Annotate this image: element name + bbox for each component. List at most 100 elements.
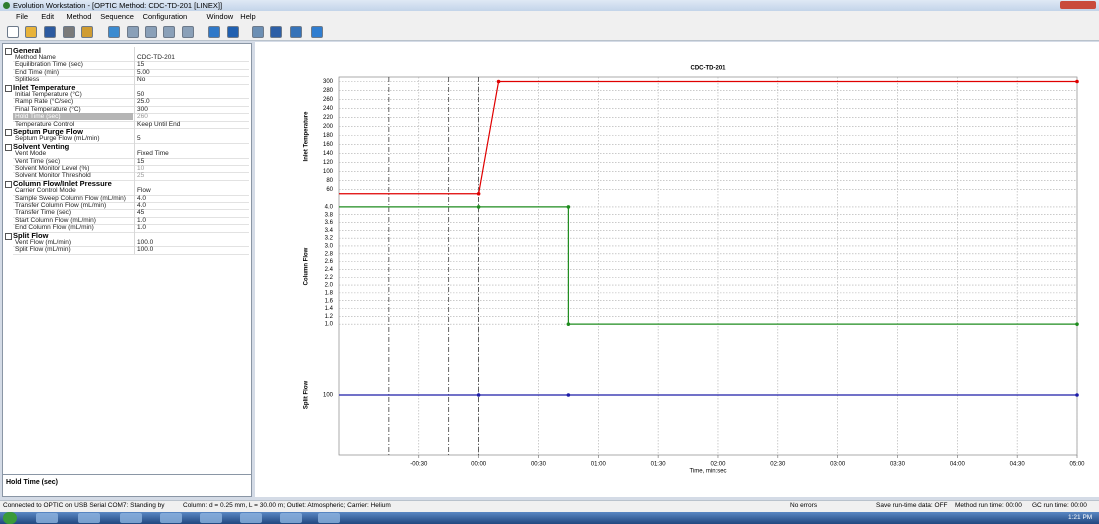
section-header[interactable]: Inlet Temperature xyxy=(13,83,76,92)
property-value[interactable]: Fixed Time xyxy=(137,150,169,158)
toolbar-button[interactable] xyxy=(145,26,157,38)
taskbar-app[interactable] xyxy=(160,513,182,523)
property-name[interactable]: Split Flow (mL/min) xyxy=(15,246,71,254)
expander[interactable] xyxy=(5,84,12,92)
taskbar-app[interactable] xyxy=(78,513,100,523)
property-name[interactable]: Vent Time (sec) xyxy=(15,157,61,165)
property-value[interactable]: 100.0 xyxy=(137,246,154,254)
series-line xyxy=(339,80,1077,195)
section-header[interactable]: Solvent Venting xyxy=(13,142,70,152)
property-name[interactable]: End Time (min) xyxy=(15,68,60,76)
property-name[interactable]: Septum Purge Flow (mL/min) xyxy=(15,135,100,143)
property-name[interactable]: Initial Temperature (°C) xyxy=(15,90,82,98)
property-value[interactable]: 15 xyxy=(137,61,145,69)
y-tick-label: 180 xyxy=(323,133,334,139)
expander[interactable] xyxy=(5,128,12,136)
toolbar-button[interactable] xyxy=(25,26,37,38)
toolbar-button[interactable] xyxy=(163,26,175,38)
status-bar: Connected to OPTIC on USB Serial COM7: S… xyxy=(0,500,1099,512)
toolbar-button[interactable] xyxy=(252,26,264,38)
menu-item[interactable]: Window xyxy=(206,12,234,21)
property-value[interactable]: 15 xyxy=(137,157,145,165)
menu-item[interactable]: Method xyxy=(66,12,92,21)
property-name[interactable]: Vent Mode xyxy=(15,150,47,158)
property-value[interactable]: 100.0 xyxy=(137,238,154,246)
property-value[interactable]: 1.0 xyxy=(137,216,147,224)
property-name[interactable]: Transfer Column Flow (mL/min) xyxy=(15,201,107,209)
property-value[interactable]: Keep Until End xyxy=(137,120,181,128)
property-name[interactable]: Transfer Time (sec) xyxy=(15,209,72,217)
start-button[interactable] xyxy=(3,512,17,524)
property-value[interactable]: 45 xyxy=(137,209,145,217)
section-header[interactable]: General xyxy=(13,46,41,55)
property-value[interactable]: No xyxy=(137,76,146,84)
expander[interactable] xyxy=(5,47,12,55)
status-field: No errors xyxy=(790,502,818,509)
section-header[interactable]: Column Flow/Inlet Pressure xyxy=(13,179,112,189)
row-divider xyxy=(13,68,249,70)
toolbar-button[interactable] xyxy=(290,26,302,38)
property-value[interactable]: 1.0 xyxy=(137,224,147,232)
property-value[interactable]: 5.00 xyxy=(137,68,150,76)
y-tick-label: 260 xyxy=(323,97,334,103)
menu-item[interactable]: File xyxy=(16,12,29,21)
property-name[interactable]: Sample Sweep Column Flow (mL/min) xyxy=(15,194,126,202)
toolbar-button[interactable] xyxy=(7,26,19,38)
property-name[interactable]: Start Column Flow (mL/min) xyxy=(15,216,96,224)
taskbar-app[interactable] xyxy=(120,513,142,523)
property-name[interactable]: Equilibration Time (sec) xyxy=(15,61,83,69)
property-value[interactable]: 50 xyxy=(137,90,145,98)
property-value[interactable]: Flow xyxy=(137,187,151,195)
property-value[interactable]: 300 xyxy=(137,105,148,113)
toolbar-button[interactable] xyxy=(182,26,194,38)
property-name[interactable]: End Column Flow (mL/min) xyxy=(15,224,94,232)
toolbar-button[interactable] xyxy=(127,26,139,38)
property-value[interactable]: 4.0 xyxy=(137,194,147,202)
toolbar-button[interactable] xyxy=(63,26,75,38)
toolbar-button[interactable] xyxy=(108,26,120,38)
x-tick-label: 02:30 xyxy=(770,462,786,468)
window-controls[interactable] xyxy=(1060,1,1096,9)
property-value[interactable]: 260 xyxy=(137,113,148,121)
y-tick-label: 3.0 xyxy=(325,244,334,250)
x-tick-label: 01:30 xyxy=(651,462,667,468)
menu-item[interactable]: Configuration xyxy=(142,12,188,21)
toolbar-button[interactable] xyxy=(81,26,93,38)
section-header[interactable]: Septum Purge Flow xyxy=(13,127,84,137)
taskbar-app[interactable] xyxy=(36,513,58,523)
property-value[interactable]: 4.0 xyxy=(137,201,147,209)
property-name[interactable]: Carrier Control Mode xyxy=(15,187,76,195)
toolbar-button[interactable] xyxy=(44,26,56,38)
property-value[interactable]: 25 xyxy=(137,172,145,180)
toolbar-button[interactable] xyxy=(270,26,282,38)
property-value[interactable]: 25.0 xyxy=(137,98,150,106)
row-divider xyxy=(13,231,249,233)
property-name[interactable]: Hold Time (sec) xyxy=(15,113,61,121)
property-name[interactable]: Vent Flow (mL/min) xyxy=(15,238,71,246)
taskbar-app[interactable] xyxy=(240,513,262,523)
clock[interactable]: 1:21 PM xyxy=(1068,514,1093,521)
expander[interactable] xyxy=(5,143,12,151)
section-header[interactable]: Split Flow xyxy=(13,231,49,240)
property-name[interactable]: Ramp Rate (°C/sec) xyxy=(15,98,74,106)
taskbar-app[interactable] xyxy=(280,513,302,523)
property-name[interactable]: Method Name xyxy=(15,53,56,61)
property-name[interactable]: Final Temperature (°C) xyxy=(15,105,81,113)
property-name[interactable]: Solvent Monitor Threshold xyxy=(15,172,91,180)
property-value[interactable]: 5 xyxy=(137,135,141,143)
property-value[interactable]: 10 xyxy=(137,164,145,172)
menu-item[interactable]: Sequence xyxy=(100,12,134,21)
toolbar-button[interactable] xyxy=(227,26,239,38)
property-value[interactable]: CDC-TD-201 xyxy=(137,53,175,61)
taskbar-app[interactable] xyxy=(200,513,222,523)
property-name[interactable]: Solvent Monitor Level (%) xyxy=(15,164,90,172)
expander[interactable] xyxy=(5,180,12,188)
taskbar-app[interactable] xyxy=(318,513,340,523)
menu-item[interactable]: Help xyxy=(240,12,256,21)
toolbar-button[interactable] xyxy=(311,26,323,38)
property-name[interactable]: Temperature Control xyxy=(15,120,75,128)
toolbar-button[interactable] xyxy=(208,26,220,38)
property-name[interactable]: Splitless xyxy=(15,76,40,84)
expander[interactable] xyxy=(5,232,12,240)
menu-item[interactable]: Edit xyxy=(41,12,55,21)
